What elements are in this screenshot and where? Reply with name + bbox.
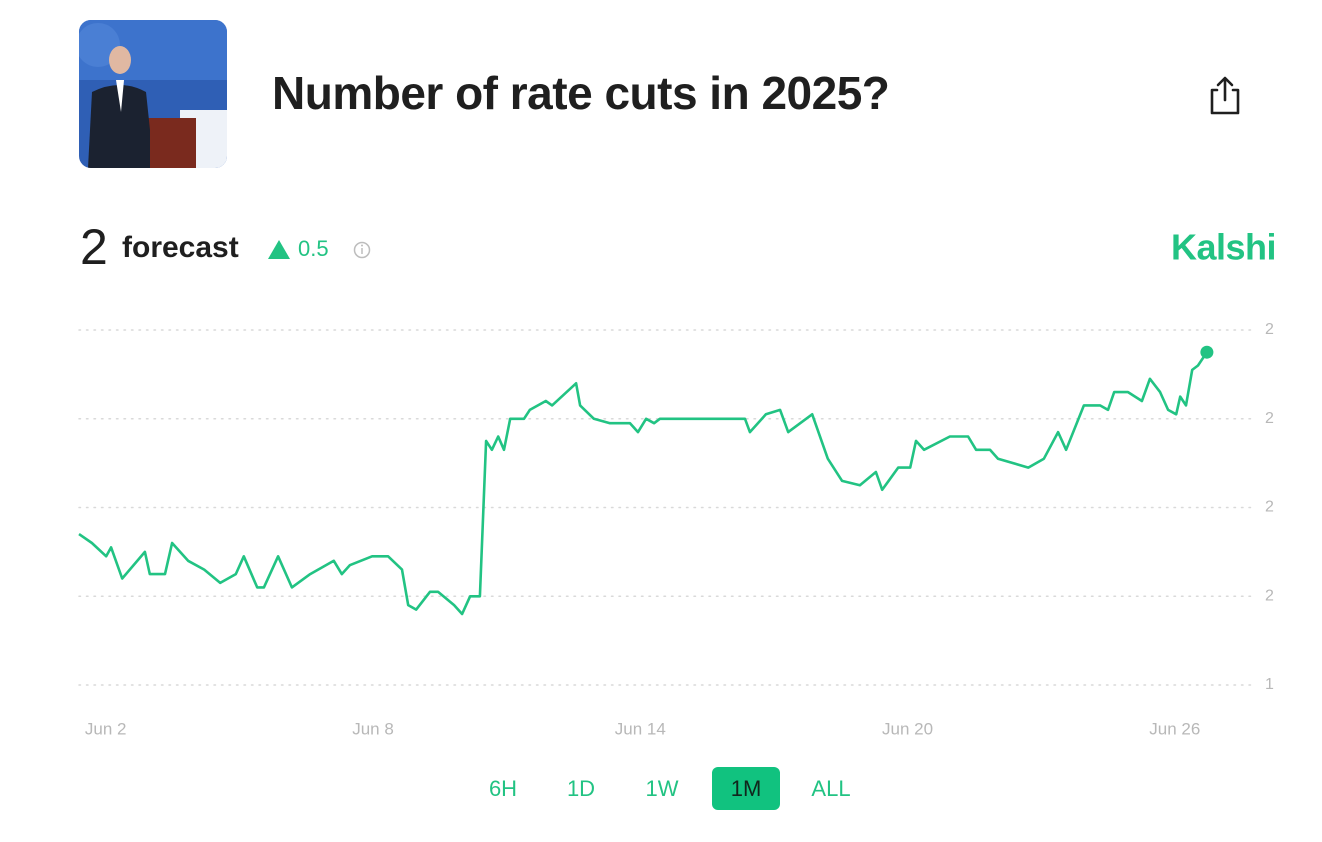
market-title: Number of rate cuts in 2025? [272, 67, 889, 119]
forecast-value: 2 [80, 219, 108, 275]
range-button-bg [712, 767, 780, 810]
range-button[interactable]: 6H [489, 776, 517, 801]
range-button[interactable]: ALL [811, 776, 850, 801]
x-tick-label: Jun 20 [882, 719, 933, 738]
x-tick-label: Jun 14 [615, 719, 666, 738]
range-selector: 6H 1D 1W 1M ALL [489, 767, 851, 810]
y-tick-label: 1 [1265, 676, 1274, 693]
info-icon[interactable] [353, 241, 371, 259]
range-button[interactable]: 1W [646, 776, 679, 801]
x-tick-label: Jun 2 [85, 719, 127, 738]
share-button[interactable] [1210, 76, 1240, 115]
last-point [1200, 345, 1214, 359]
forecast-change: 0.5 [298, 236, 329, 261]
y-tick-label: 2 [1265, 321, 1274, 338]
x-tick-label: Jun 8 [352, 719, 394, 738]
price-line [78, 351, 1208, 616]
up-arrow [268, 240, 290, 259]
y-tick-label: 2 [1265, 587, 1274, 604]
range-button[interactable]: 1D [567, 776, 595, 801]
y-tick-label: 2 [1265, 410, 1274, 427]
x-tick-label: Jun 26 [1149, 719, 1200, 738]
plot: 2 2 2 2 1 Jun 2 Jun 8 Jun 14 Jun 20 Jun 26 [78, 321, 1274, 738]
y-tick-label: 2 [1265, 499, 1274, 516]
source: Kalshi [1171, 227, 1276, 268]
range-button[interactable]: 1M [731, 776, 762, 801]
thumbnail [79, 20, 227, 168]
forecast-label: forecast [122, 231, 239, 264]
